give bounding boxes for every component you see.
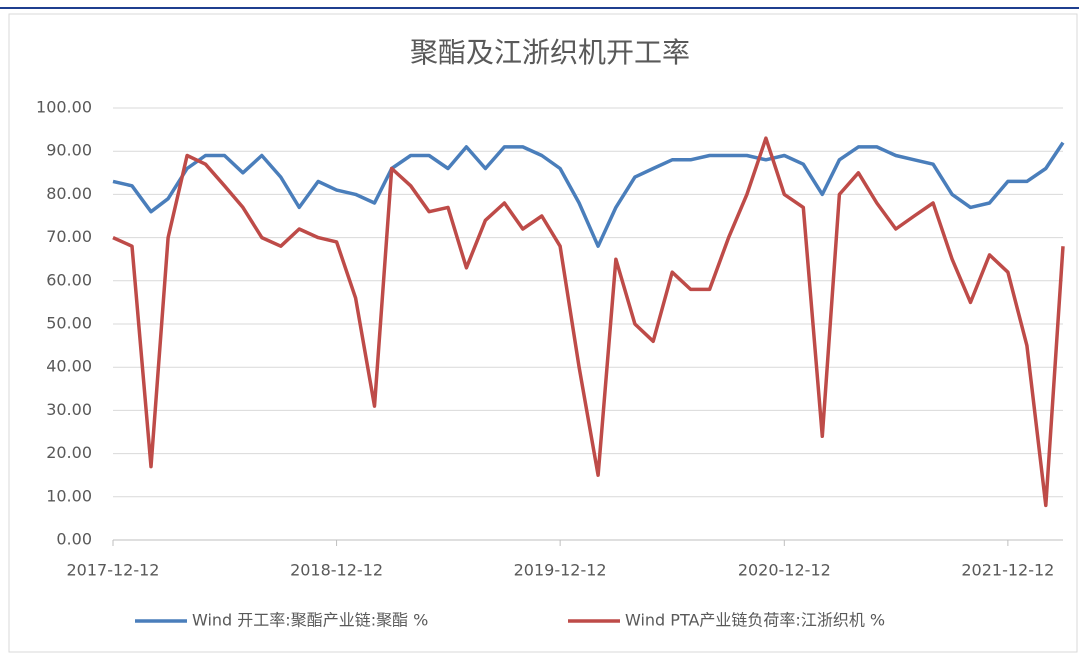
x-tick-label: 2018-12-12 xyxy=(290,561,383,580)
y-tick-label: 10.00 xyxy=(46,486,92,505)
legend-label: Wind PTA产业链负荷率:江浙织机 % xyxy=(625,611,885,630)
series-line xyxy=(112,141,1065,248)
x-tick-label: 2019-12-12 xyxy=(514,561,607,580)
x-tick-label: 2021-12-12 xyxy=(961,561,1054,580)
y-tick-label: 40.00 xyxy=(46,357,92,376)
y-tick-label: 70.00 xyxy=(46,227,92,246)
y-tick-label: 90.00 xyxy=(46,141,92,160)
chart-title: 聚酯及江浙织机开工率 xyxy=(410,36,690,69)
chart-frame xyxy=(8,13,1078,653)
y-tick-label: 100.00 xyxy=(36,98,92,117)
legend-label: Wind 开工率:聚酯产业链:聚酯 % xyxy=(192,611,428,630)
x-tick-label: 2017-12-12 xyxy=(67,561,160,580)
y-tick-label: 80.00 xyxy=(46,184,92,203)
x-tick-label: 2020-12-12 xyxy=(738,561,831,580)
y-tick-label: 0.00 xyxy=(56,530,92,549)
y-tick-label: 50.00 xyxy=(46,314,92,333)
y-tick-label: 60.00 xyxy=(46,270,92,289)
y-tick-label: 30.00 xyxy=(46,400,92,419)
y-tick-label: 20.00 xyxy=(46,443,92,462)
series-line xyxy=(112,136,1065,508)
